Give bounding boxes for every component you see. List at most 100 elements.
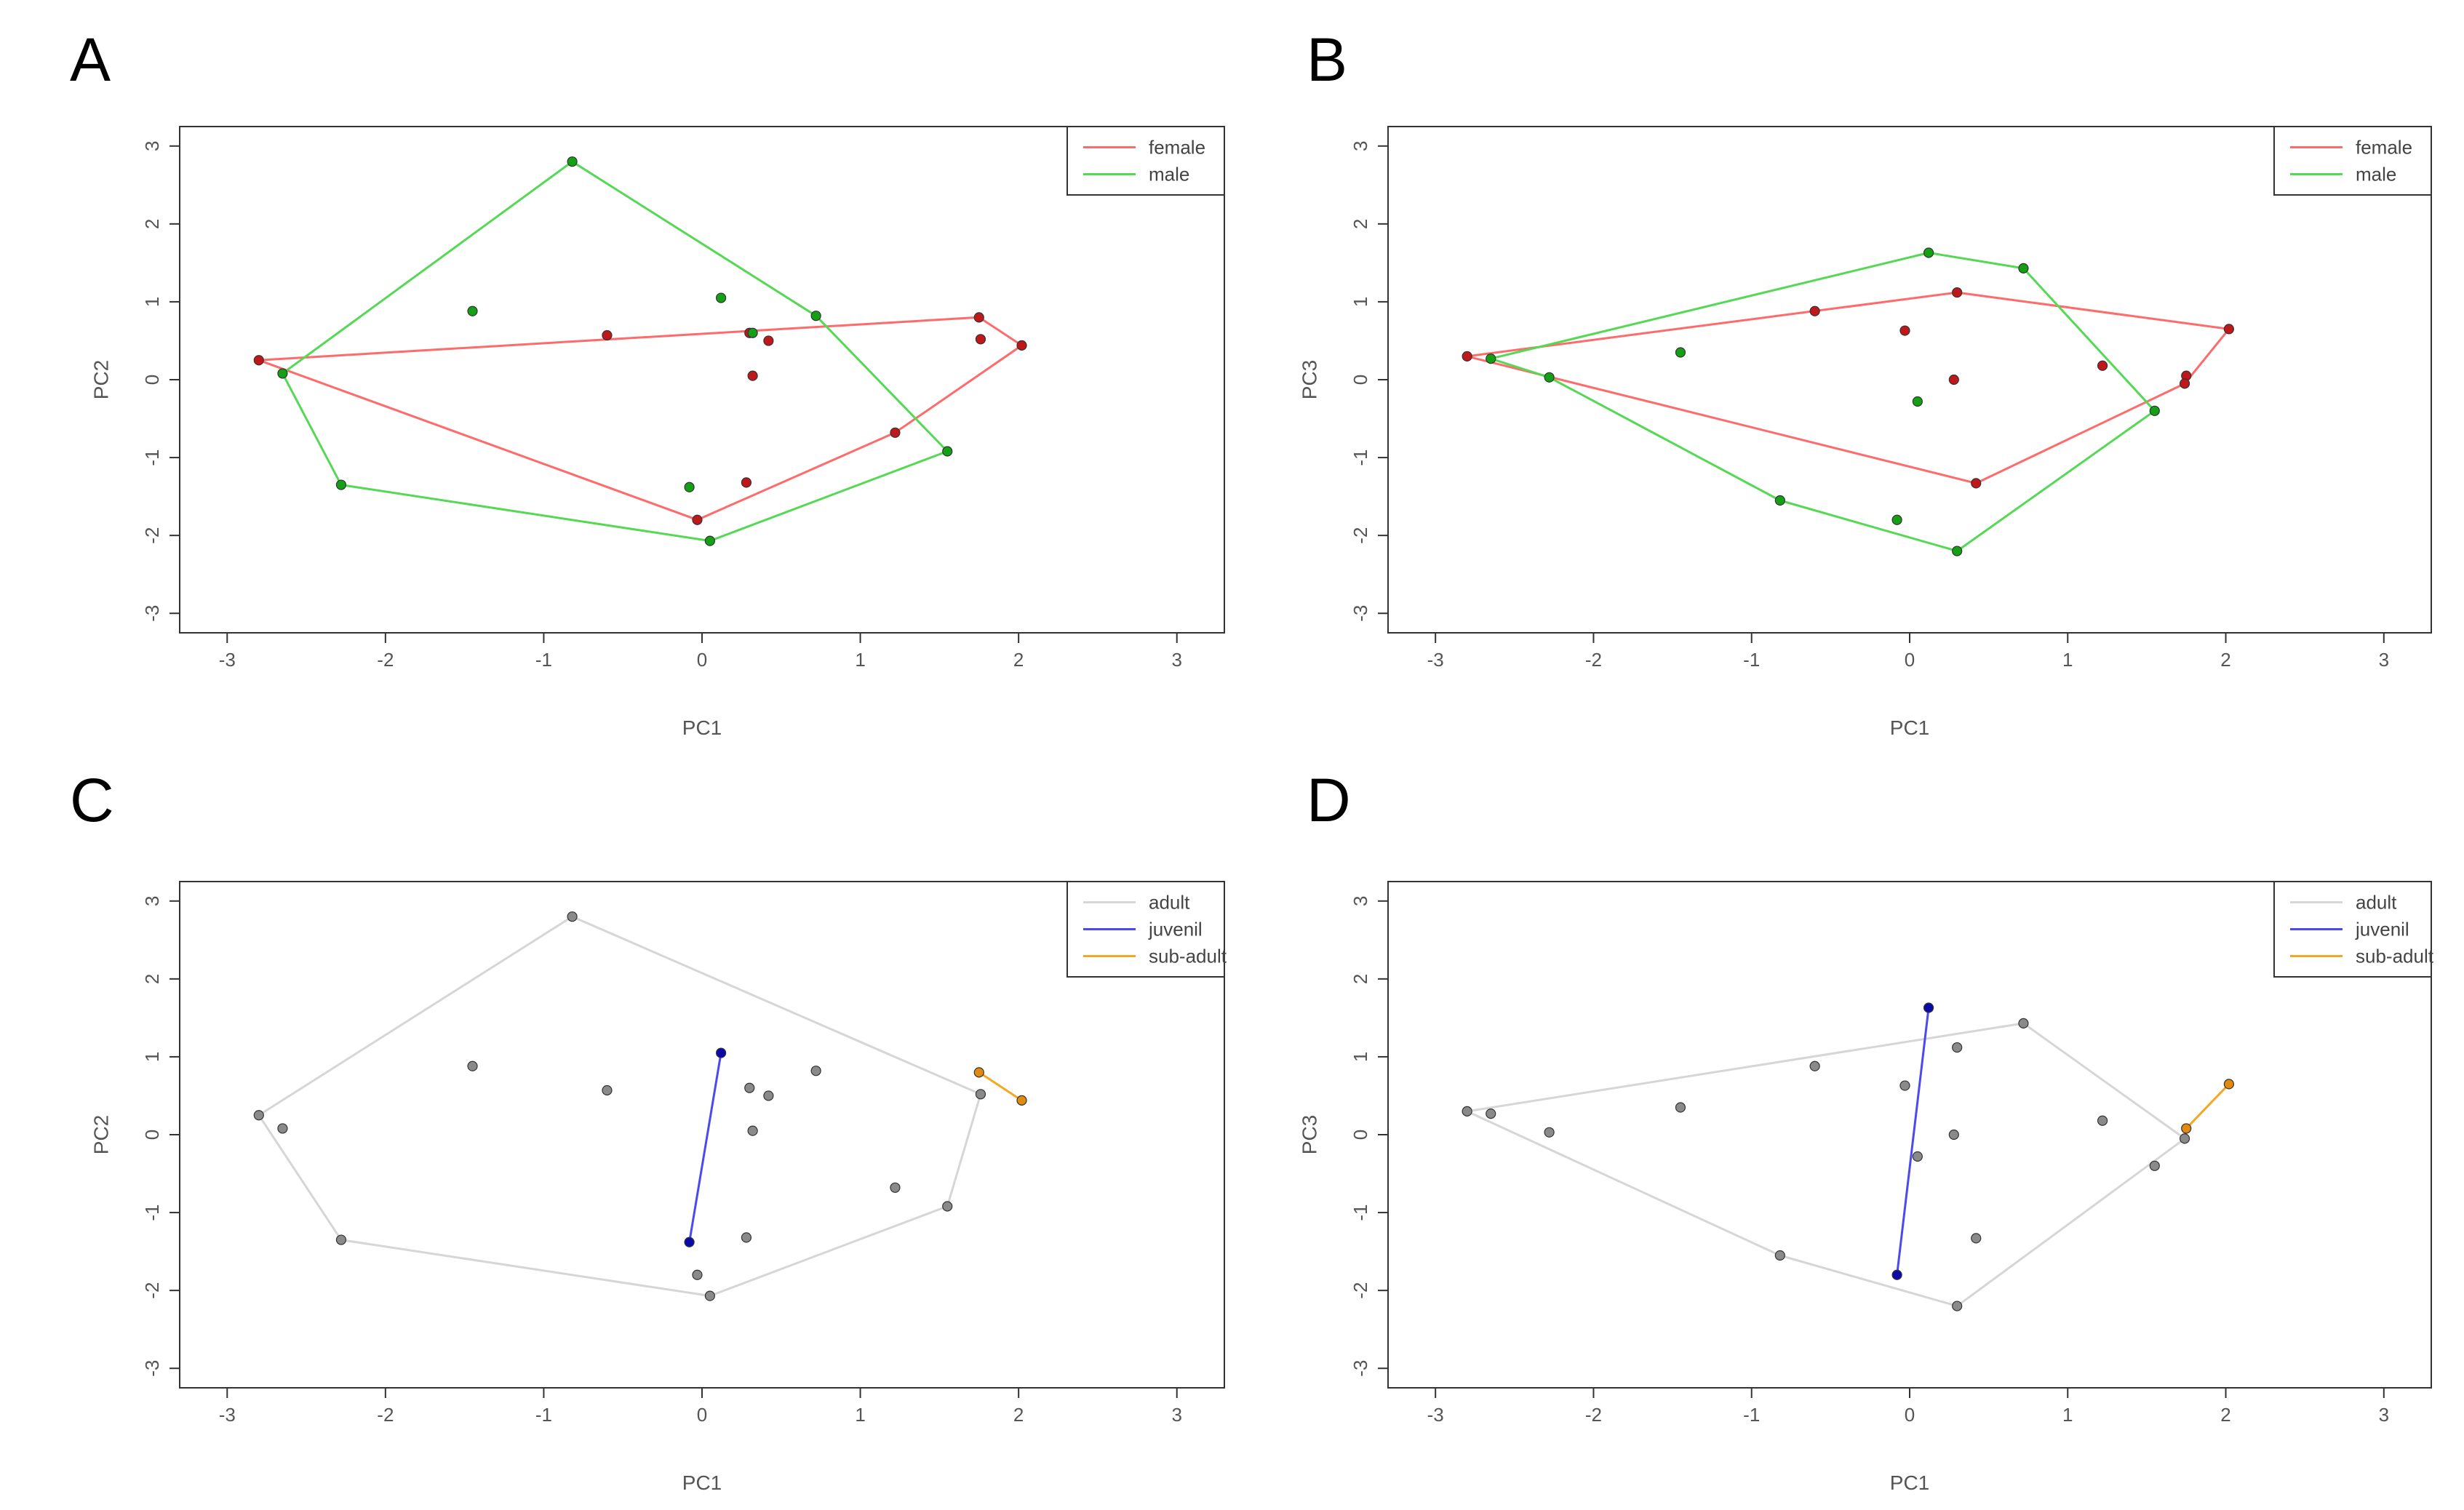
point-female-b [2223,324,2234,335]
point-male-b [1891,514,1902,525]
x-tick-label-d: -1 [1743,1404,1760,1426]
legend-label-adult-c: adult [1149,892,1190,914]
scatter-plot-b: -3 -2 -1 0 1 2 3 -3 -2 -1 0 1 2 3 PC1 PC3 female male [1299,126,2432,739]
point-adult-d [1952,1301,1963,1311]
x-tick-label-d: -3 [1427,1404,1444,1426]
y-tick-label-d: 0 [1349,1130,1371,1140]
panel-label-c: C [70,766,114,834]
plot-frame-b [1387,126,2432,634]
x-axis-title-c: PC1 [682,1471,722,1494]
y-tick-label-d: -2 [1349,1282,1371,1299]
y-tick-label-a: 3 [141,141,163,151]
point-female-a [253,355,264,366]
point-male-b [2149,405,2160,416]
y-tick-label-c: 3 [141,896,163,906]
point-male-a [277,368,288,379]
y-tick-label-b: 2 [1349,219,1371,229]
point-sub-adult-c [1016,1095,1027,1106]
hull-sub-adult-c [978,1071,1023,1102]
point-male-a [567,156,578,167]
point-female-b [1948,374,1959,386]
point-adult-c [704,1290,715,1301]
point-adult-c [975,1089,986,1100]
point-adult-c [692,1269,703,1280]
point-adult-d [1544,1127,1555,1138]
point-male-a [684,482,695,492]
point-female-a [692,514,703,525]
hull-juvenil-c [688,1052,722,1243]
scatter-plot-c: -3 -2 -1 0 1 2 3 -3 -2 -1 0 1 2 3 PC1 PC2 adult juvenil su… [90,881,1227,1494]
point-adult-d [1462,1106,1472,1116]
legend-label-male-a: male [1149,164,1189,185]
point-male-b [1923,247,1934,258]
point-adult-d [2097,1115,2108,1126]
x-tick-label-a: 1 [855,649,865,671]
point-female-a [1016,340,1027,351]
point-female-b [1899,325,1910,336]
point-male-b [1544,372,1555,383]
hull-male-a [281,160,949,543]
point-male-b [1952,546,1963,556]
x-tick-label-a: 0 [697,649,707,671]
point-adult-c [567,911,578,922]
point-juvenil-c [684,1237,695,1247]
plot-frame-a [179,126,1225,634]
point-adult-d [2018,1018,2029,1028]
x-tick-label-b: 3 [2379,649,2389,671]
panel-label-b: B [1307,25,1348,94]
point-adult-d [1809,1060,1820,1071]
legend-label-sub-adult-c: sub-adult [1149,946,1227,967]
x-axis-title-d: PC1 [1890,1471,1929,1494]
point-adult-c [763,1090,774,1101]
panel-label-a: A [70,25,111,94]
y-tick-label-d: 3 [1349,896,1371,906]
y-tick-label-d: -1 [1349,1205,1371,1221]
point-female-b [1952,287,1963,298]
point-female-a [741,477,752,488]
x-tick-label-c: -3 [219,1404,236,1426]
point-sub-adult-d [2223,1079,2234,1090]
point-male-a [467,305,478,316]
point-adult-d [1675,1102,1686,1113]
y-tick-label-b: 1 [1349,297,1371,307]
x-tick-label-a: -2 [377,649,394,671]
y-tick-label-c: 2 [141,974,163,984]
legend-label-male-b: male [2356,164,2396,185]
x-tick-label-a: -3 [219,649,236,671]
panel-c: C -3 -2 -1 0 1 2 3 -3 -2 -1 0 1 2 3 PC1 PC2 adult juvenil… [0,755,1232,1510]
x-tick-label-d: -2 [1585,1404,1602,1426]
y-tick-label-d: 1 [1349,1052,1371,1062]
point-male-b [1486,353,1496,364]
x-tick-label-b: 2 [2220,649,2230,671]
point-adult-c [335,1234,347,1245]
point-male-a [942,446,953,457]
point-adult-d [1971,1233,1982,1244]
x-tick-label-c: 1 [855,1404,865,1426]
legend-box-b [2273,126,2432,196]
point-juvenil-c [716,1047,727,1058]
hull-male-b [1490,252,2156,553]
point-adult-d [2179,1133,2190,1144]
point-adult-c [253,1110,264,1121]
point-female-b [2097,360,2108,371]
point-adult-d [1912,1151,1923,1162]
x-tick-label-b: 0 [1905,649,1915,671]
point-female-b [1809,305,1820,316]
x-axis-title-a: PC1 [682,716,722,739]
point-male-a [704,535,715,546]
x-tick-label-d: 1 [2062,1404,2073,1426]
point-adult-d [1899,1080,1910,1091]
y-tick-label-a: 1 [141,297,163,307]
x-tick-label-c: 3 [1171,1404,1181,1426]
point-sub-adult-c [973,1067,984,1078]
point-adult-c [942,1201,953,1212]
y-tick-label-d: -3 [1349,1360,1371,1377]
legend-box-a [1066,126,1225,196]
point-male-b [1675,347,1686,358]
y-tick-label-b: -2 [1349,527,1371,544]
legend-label-juvenil-c: juvenil [1148,919,1203,940]
hull-sub-adult-d [2185,1083,2230,1130]
x-tick-label-b: 1 [2062,649,2073,671]
legend-label-female-b: female [2356,137,2412,159]
point-female-b [1971,478,1982,489]
